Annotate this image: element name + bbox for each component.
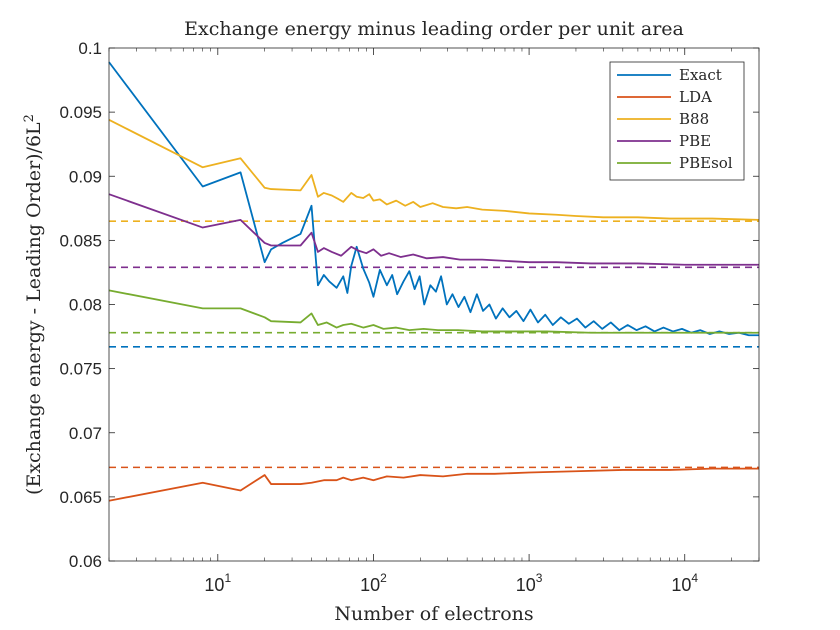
- x-tick-exponent: 1: [224, 571, 231, 585]
- y-axis-label: (Exchange energy - Leading Order)/6L2: [22, 114, 45, 495]
- x-tick-label: 101: [204, 571, 231, 595]
- legend-label-exact: Exact: [679, 66, 722, 84]
- legend: Exact LDA B88 PBE PBEsol: [609, 61, 745, 181]
- series-line-b88: [108, 119, 760, 221]
- x-tick-label: 102: [360, 571, 387, 595]
- x-tick-exponent: 2: [380, 571, 387, 585]
- y-tick-label: 0.065: [59, 488, 102, 507]
- x-axis-label: Number of electrons: [334, 603, 533, 625]
- x-axis-ticks: 101 102 103 104: [108, 48, 760, 595]
- x-tick-base: 10: [360, 575, 380, 595]
- chart-title: Exchange energy minus leading order per …: [184, 18, 684, 40]
- y-tick-label: 0.1: [78, 39, 102, 58]
- y-tick-label: 0.06: [69, 552, 102, 571]
- series-line-exact: [108, 61, 759, 337]
- y-tick-label: 0.08: [69, 296, 102, 315]
- x-tick-label: 104: [671, 571, 698, 595]
- legend-label-pbesol: PBEsol: [679, 154, 733, 172]
- series-line-pbe: [108, 193, 759, 266]
- legend-label-lda: LDA: [679, 88, 712, 106]
- y-tick-label: 0.085: [59, 231, 102, 250]
- x-tick-exponent: 4: [691, 571, 698, 585]
- legend-label-pbe: PBE: [679, 132, 711, 150]
- x-tick-base: 10: [204, 575, 224, 595]
- series-lines: [108, 61, 760, 502]
- legend-box: [609, 61, 745, 181]
- y-tick-label: 0.09: [69, 167, 102, 186]
- y-tick-label: 0.095: [59, 103, 102, 122]
- y-axis-label-main: (Exchange energy - Leading Order)/6L: [23, 122, 45, 495]
- y-tick-label: 0.07: [69, 424, 102, 443]
- series-line-pbesol: [108, 289, 759, 334]
- legend-label-b88: B88: [679, 110, 709, 128]
- y-axis-ticks: 0.06 0.065 0.07 0.075 0.08 0.085 0.09 0.095 0.1: [59, 39, 759, 571]
- y-tick-label: 0.075: [59, 360, 102, 379]
- x-tick-label: 103: [516, 571, 543, 595]
- x-tick-base: 10: [671, 575, 691, 595]
- y-axis-label-exponent: 2: [22, 114, 37, 122]
- asymptote-lines: [109, 220, 759, 469]
- x-tick-base: 10: [516, 575, 536, 595]
- x-tick-exponent: 3: [536, 571, 543, 585]
- series-line-lda: [108, 467, 759, 502]
